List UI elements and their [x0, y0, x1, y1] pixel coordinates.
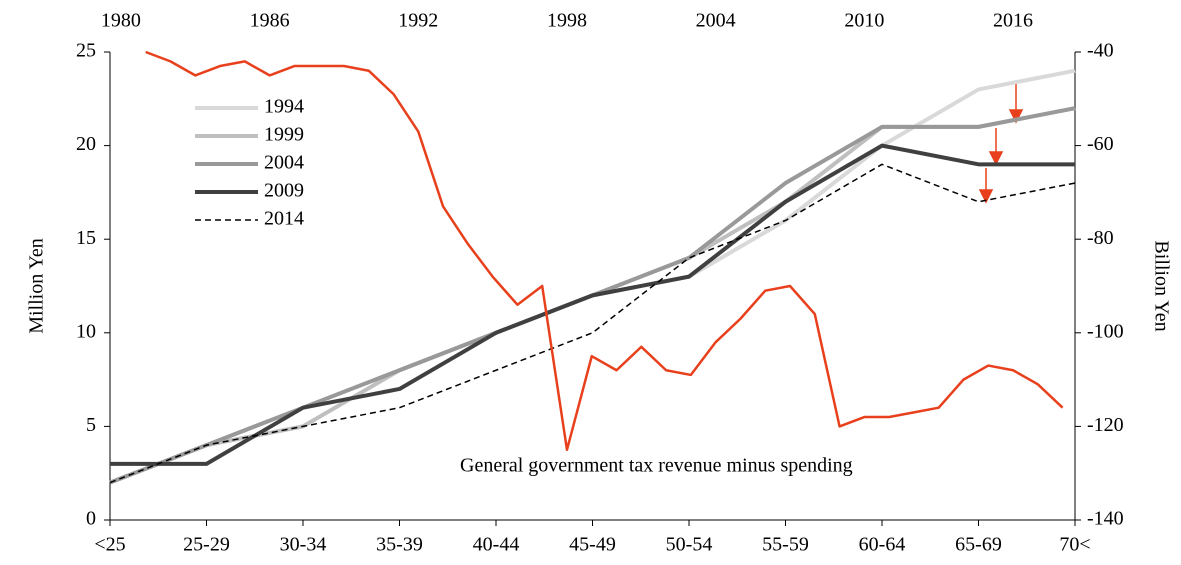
x-tick-label: 30-34: [280, 534, 327, 556]
series-line: [109, 68, 1076, 485]
x-tick-label: 45-49: [569, 534, 616, 556]
legend-label: 2009: [264, 180, 304, 202]
y2-tick-label: -120: [1087, 414, 1124, 436]
y-tick-label: 5: [86, 414, 96, 436]
x-tick-label: 25-29: [183, 534, 230, 556]
legend-label: 2014: [264, 208, 304, 230]
y-tick-label: 10: [76, 320, 96, 342]
x2-tick-label: 2016: [993, 10, 1033, 32]
y-axis-label: Million Yen: [26, 238, 48, 334]
x-tick-label: <25: [94, 534, 125, 556]
x2-tick-label: 1980: [101, 10, 141, 32]
y2-tick-label: -60: [1087, 133, 1114, 155]
x2-tick-label: 2010: [844, 10, 884, 32]
x-tick-label: 60-64: [859, 534, 906, 556]
legend-label: 1994: [264, 96, 304, 118]
arrows: [978, 82, 1024, 204]
x2-tick-label: 1992: [398, 10, 438, 32]
y2-tick-label: -40: [1087, 40, 1114, 62]
legend-label: 1999: [264, 124, 304, 146]
annotation: General government tax revenue minus spe…: [460, 455, 853, 477]
x-tick-label: 50-54: [666, 534, 713, 556]
y2-axis-label: Billion Yen: [1150, 240, 1172, 331]
y2-tick-label: -140: [1087, 508, 1124, 530]
x-tick-label: 65-69: [955, 534, 1002, 556]
x-tick-label: 55-59: [762, 534, 809, 556]
y-tick-label: 0: [86, 508, 96, 530]
x2-tick-label: 1986: [250, 10, 290, 32]
y2-tick-label: -80: [1087, 227, 1114, 249]
y2-tick-label: -100: [1087, 320, 1124, 342]
legend-label: 2004: [264, 152, 304, 174]
x2-tick-label: 1998: [547, 10, 587, 32]
y-tick-label: 20: [76, 133, 96, 155]
y-tick-label: 25: [76, 40, 96, 62]
x2-tick-label: 2004: [696, 10, 736, 32]
y-tick-label: 15: [76, 227, 96, 249]
series-line: [145, 50, 1064, 452]
series-line: [110, 143, 1075, 466]
x-tick-label: 40-44: [473, 534, 520, 556]
x-tick-label: 70<: [1059, 534, 1090, 556]
x-tick-label: 35-39: [376, 534, 423, 556]
